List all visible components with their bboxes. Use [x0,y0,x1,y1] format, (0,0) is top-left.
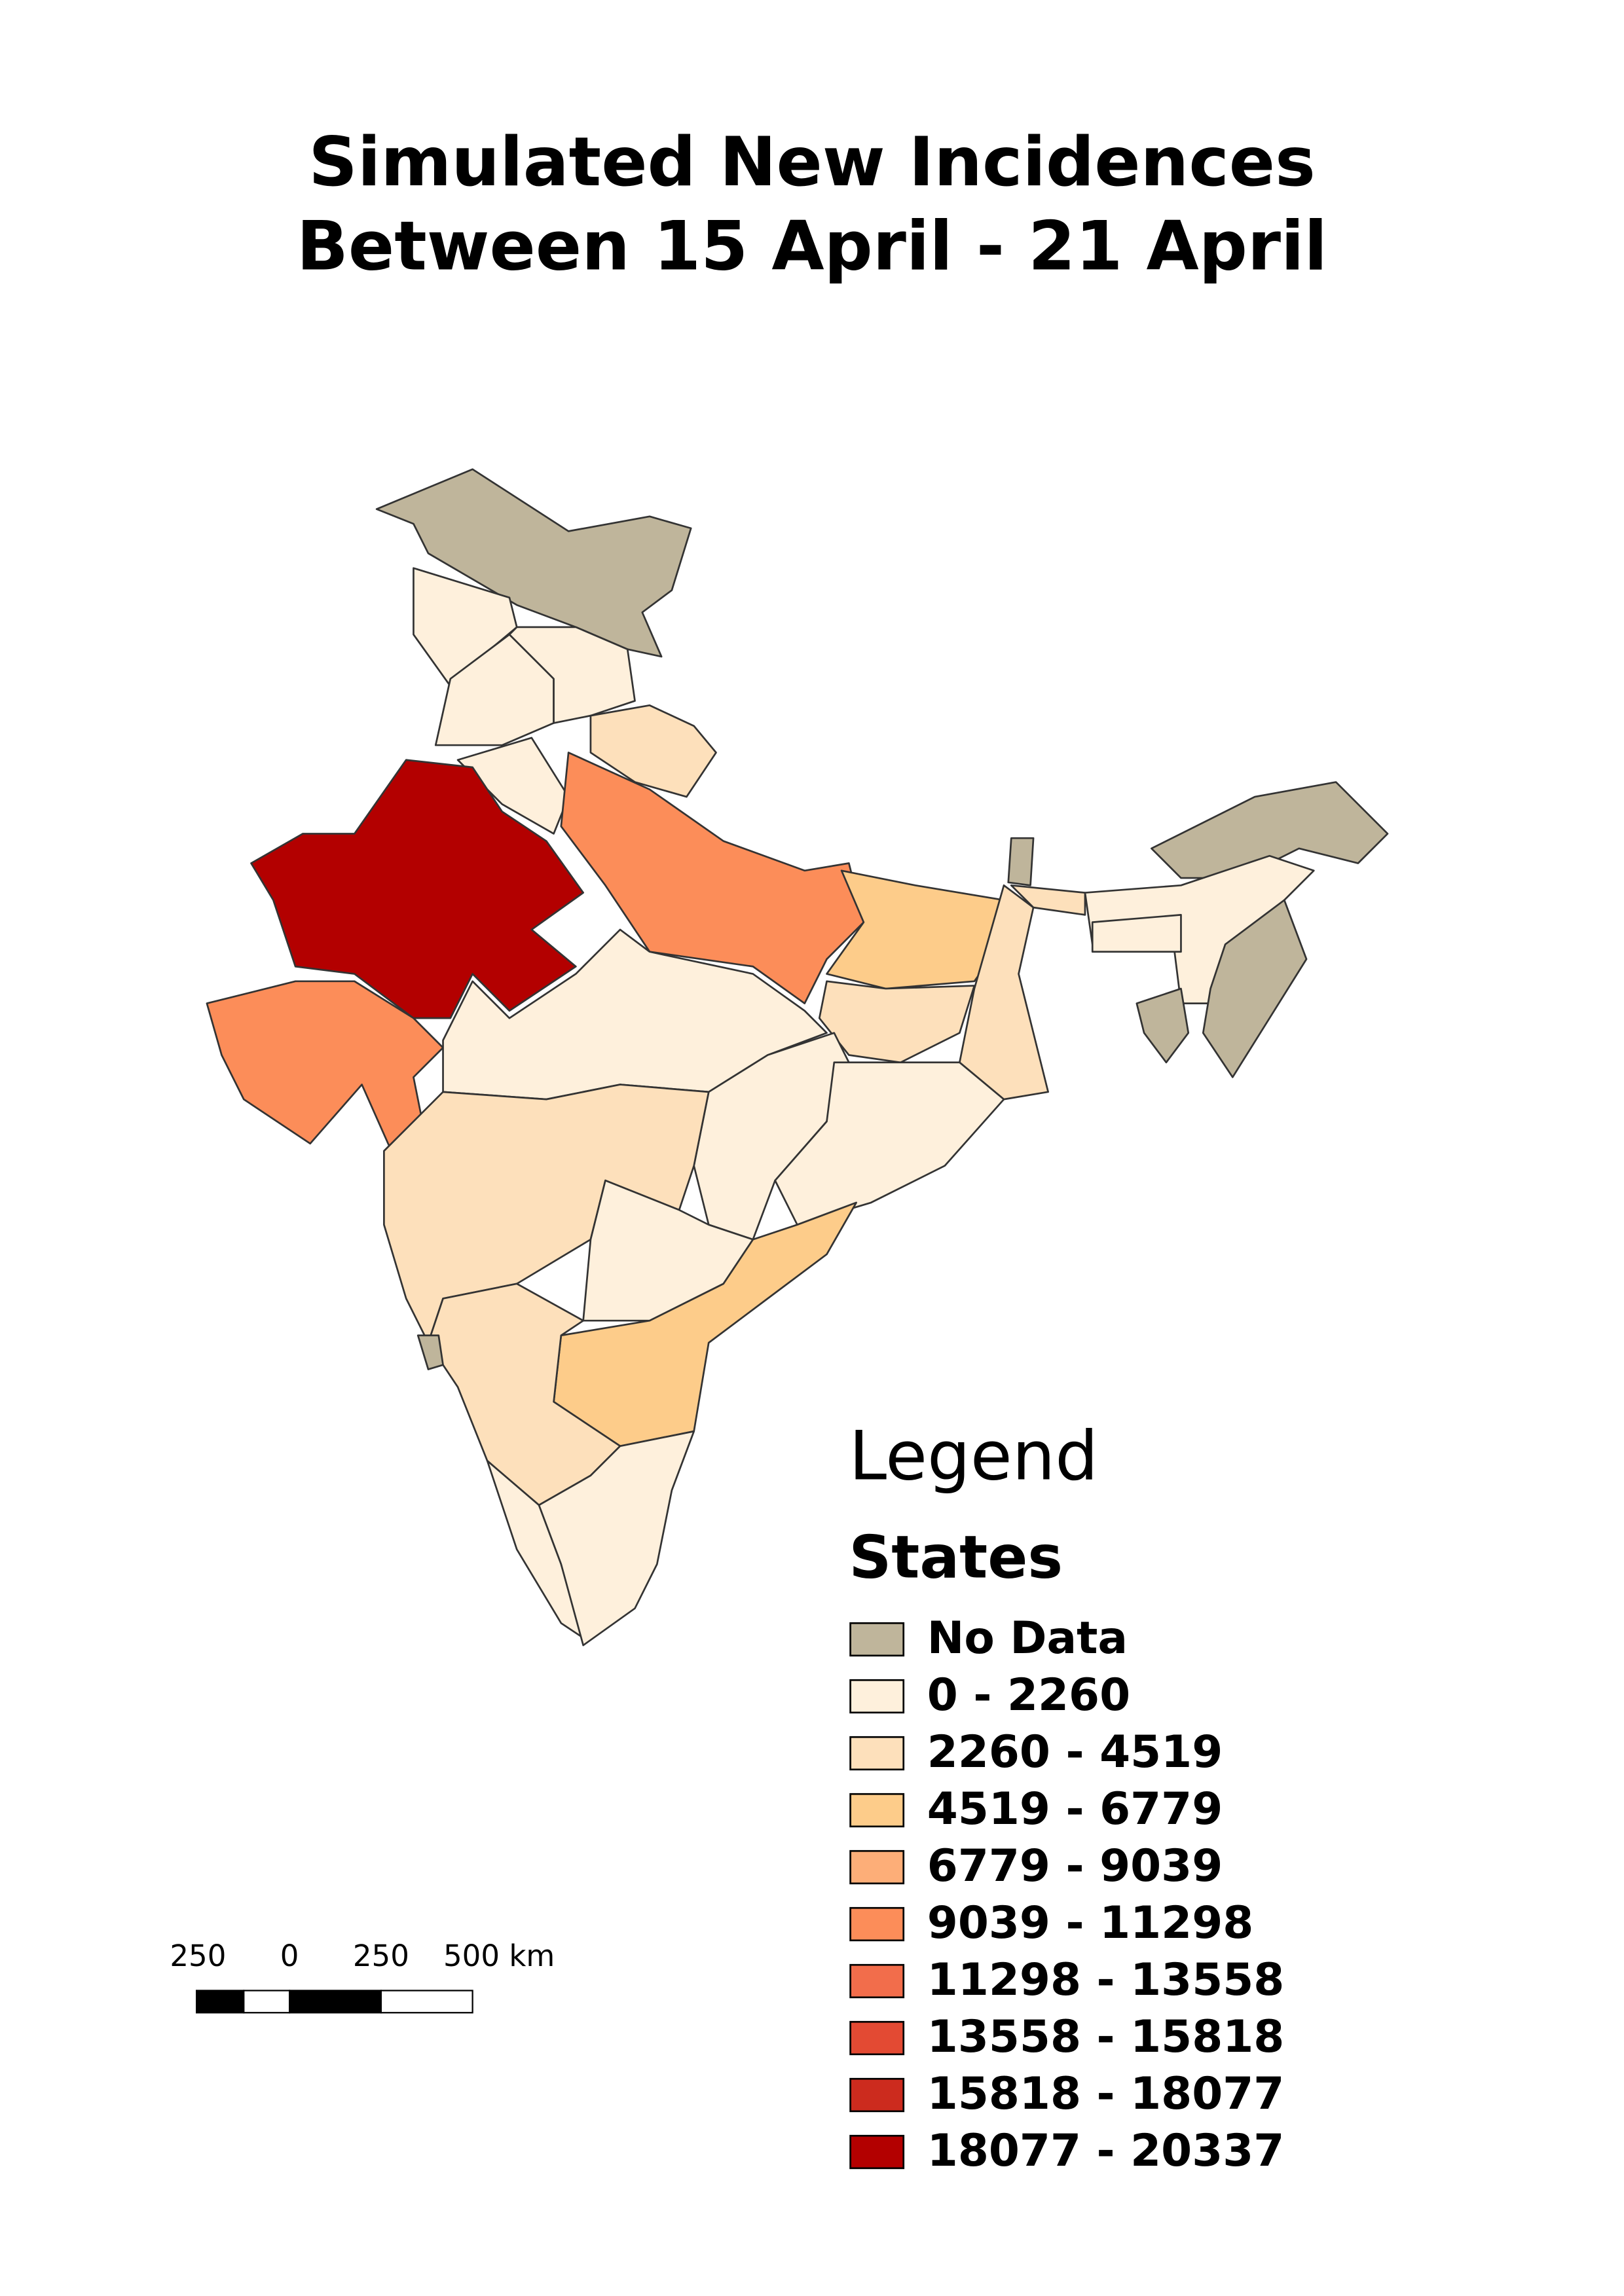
state [1010,884,1086,916]
state [1007,837,1035,886]
state [508,626,636,724]
legend-heading: Legend [849,1417,1098,1496]
state [1202,899,1308,1078]
state [560,752,865,1004]
state [959,884,1049,1101]
legend-label: 0 - 2260 [927,1669,1130,1721]
legend-title: States [849,1523,1063,1592]
legend-label: 2260 - 4519 [927,1726,1223,1777]
scale-label: 500 km [443,1939,555,1973]
legend-label: 9039 - 11298 [927,1897,1254,1948]
legend-swatch [849,1679,905,1714]
legend-swatch [849,2020,905,2056]
legend-label: 6779 - 9039 [927,1840,1223,1891]
state [250,759,585,1019]
state [818,980,976,1064]
state [1135,987,1190,1064]
scale-bar: 250 0 250 500 km [170,1939,555,2014]
legend-swatch [849,1793,905,1828]
scale-label: 0 [280,1939,299,1973]
scale-label: 250 [170,1939,226,1973]
state [774,1061,1005,1226]
legend-swatch [849,1736,905,1771]
legend-swatch [849,1906,905,1942]
title-line: Between 15 April - 21 April [297,207,1327,285]
legend-label: 15818 - 18077 [927,2068,1285,2119]
legend-label: 4519 - 6779 [927,1783,1223,1834]
state [589,704,717,798]
legend-swatch [849,1622,905,1657]
scale-segment [243,1990,291,2014]
state [1091,914,1182,953]
legend-swatch [849,2077,905,2113]
legend-label: No Data [927,1612,1128,1664]
legend-swatch [849,1963,905,1999]
title-line: Simulated New Incidences [308,123,1316,202]
legend-swatch [849,2134,905,2170]
state [416,1334,444,1370]
state [826,869,1012,990]
legend-label: 11298 - 13558 [927,1954,1285,2005]
legend-label: 13558 - 15818 [927,2011,1285,2062]
scale-segment [380,1990,473,2014]
state [456,737,570,835]
legend-swatch [849,1850,905,1885]
scale-segment [196,1990,245,2014]
state [538,1430,695,1647]
state [375,468,692,658]
scale-label: 250 [353,1939,409,1973]
legend-label: 18077 - 20337 [927,2124,1285,2176]
india-map [206,468,1389,1647]
scale-segment [289,1990,382,2014]
